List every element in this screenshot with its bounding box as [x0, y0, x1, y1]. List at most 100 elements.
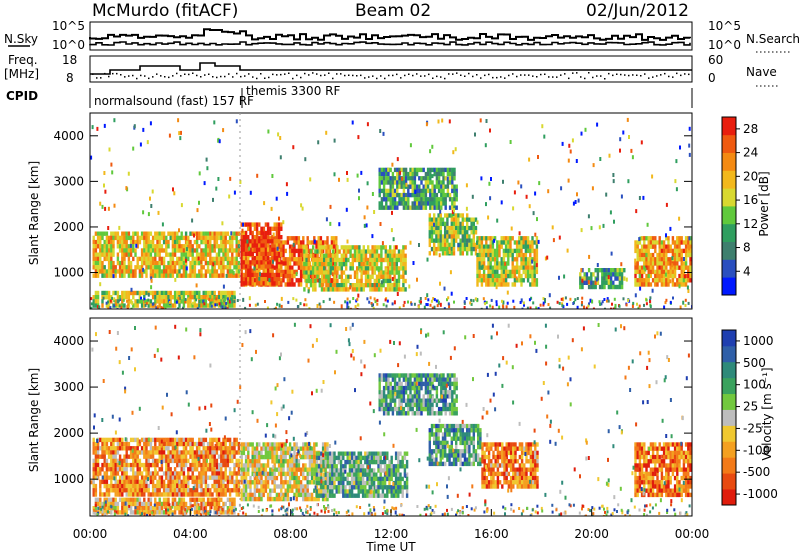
- nave-dot: [548, 76, 550, 78]
- ground-scatter-cell: [216, 303, 218, 307]
- data-cell: [634, 244, 637, 249]
- data-cell: [125, 475, 128, 480]
- data-cell: [389, 167, 392, 173]
- data-cell: [643, 282, 646, 287]
- data-cell: [533, 282, 536, 287]
- data-cell: [271, 475, 274, 481]
- data-cell: [158, 467, 161, 472]
- data-cell: [240, 272, 243, 278]
- data-cell: [112, 441, 115, 447]
- speckle-cell: [561, 141, 564, 146]
- data-cell: [277, 281, 281, 286]
- speckle-cell: [351, 120, 354, 125]
- data-cell: [404, 245, 407, 250]
- data-cell: [581, 284, 584, 290]
- data-cell: [452, 217, 456, 222]
- data-cell: [360, 253, 363, 258]
- data-cell: [94, 450, 98, 455]
- data-cell: [325, 287, 328, 292]
- data-cell: [160, 295, 164, 300]
- speckle-cell: [379, 129, 382, 133]
- data-cell: [373, 249, 376, 254]
- data-cell: [375, 262, 379, 267]
- data-cell: [524, 248, 528, 254]
- data-cell: [160, 256, 164, 262]
- speckle-cell: [437, 300, 440, 305]
- speckle-cell: [426, 293, 429, 298]
- data-cell: [99, 446, 102, 451]
- data-cell: [309, 270, 313, 275]
- speckle-cell: [263, 201, 266, 206]
- data-cell: [184, 231, 188, 236]
- speckle-cell: [580, 268, 583, 273]
- speckle-cell: [448, 304, 451, 309]
- data-cell: [258, 222, 261, 227]
- data-cell: [134, 454, 137, 459]
- data-cell: [680, 265, 683, 270]
- data-cell: [444, 238, 447, 243]
- data-cell: [280, 260, 283, 265]
- data-cell: [529, 269, 532, 275]
- data-cell: [493, 273, 497, 279]
- data-cell: [502, 236, 506, 241]
- data-cell: [140, 303, 144, 308]
- data-cell: [295, 278, 298, 283]
- data-cell: [382, 167, 386, 173]
- data-cell: [118, 492, 122, 497]
- data-cell: [180, 235, 183, 241]
- data-cell: [426, 180, 430, 185]
- data-cell: [260, 467, 263, 472]
- data-cell: [455, 225, 458, 231]
- data-cell: [132, 273, 135, 278]
- data-cell: [307, 257, 310, 263]
- speckle-cell: [455, 191, 457, 196]
- data-cell: [251, 239, 254, 244]
- data-cell: [362, 283, 365, 288]
- data-cell: [358, 253, 361, 258]
- data-cell: [327, 278, 330, 284]
- data-cell: [431, 184, 434, 189]
- data-cell: [253, 480, 257, 485]
- nave-dot: [172, 75, 174, 77]
- data-cell: [299, 261, 303, 266]
- data-cell: [99, 483, 102, 489]
- data-cell: [180, 265, 183, 270]
- data-cell: [178, 458, 181, 464]
- data-cell: [224, 446, 227, 451]
- data-cell: [369, 266, 372, 271]
- data-cell: [189, 299, 192, 304]
- data-cell: [665, 257, 668, 262]
- data-cell: [364, 274, 368, 279]
- data-cell: [380, 197, 384, 202]
- data-cell: [189, 303, 192, 308]
- data-cell: [480, 261, 484, 266]
- data-cell: [678, 278, 681, 283]
- ground-scatter-cell: [506, 301, 509, 305]
- data-cell: [442, 192, 445, 198]
- data-cell: [204, 471, 208, 476]
- ground-scatter-cell: [119, 298, 122, 301]
- data-cell: [353, 245, 357, 250]
- speckle-cell: [496, 218, 499, 223]
- data-cell: [165, 273, 168, 278]
- data-cell: [167, 252, 170, 257]
- data-cell: [654, 257, 657, 262]
- data-cell: [200, 239, 203, 245]
- data-cell: [251, 230, 254, 236]
- data-cell: [154, 252, 157, 257]
- data-cell: [295, 454, 298, 460]
- data-cell: [107, 446, 111, 451]
- speckle-cell: [304, 157, 307, 162]
- data-cell: [382, 245, 385, 250]
- data-cell: [459, 230, 462, 235]
- data-cell: [132, 462, 135, 468]
- data-cell: [291, 459, 294, 464]
- speckle-cell: [200, 260, 203, 265]
- data-cell: [647, 236, 650, 241]
- data-cell: [455, 197, 458, 202]
- ground-scatter-cell: [433, 305, 436, 309]
- speckle-cell: [272, 232, 275, 237]
- data-cell: [288, 278, 292, 283]
- data-cell: [380, 201, 384, 206]
- data-cell: [110, 467, 113, 472]
